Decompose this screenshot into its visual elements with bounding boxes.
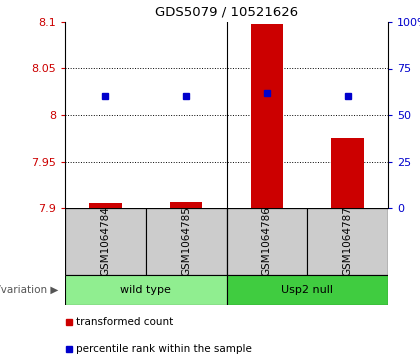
Text: percentile rank within the sample: percentile rank within the sample xyxy=(76,343,252,354)
Text: GSM1064787: GSM1064787 xyxy=(343,207,353,277)
Text: GSM1064784: GSM1064784 xyxy=(100,207,110,277)
Bar xyxy=(65,275,226,305)
Bar xyxy=(331,138,364,208)
Bar xyxy=(170,203,202,208)
Text: GSM1064786: GSM1064786 xyxy=(262,207,272,277)
Bar xyxy=(89,203,121,208)
Text: wild type: wild type xyxy=(120,285,171,295)
Bar xyxy=(251,24,283,208)
Text: Usp2 null: Usp2 null xyxy=(281,285,333,295)
Text: genotype/variation ▶: genotype/variation ▶ xyxy=(0,285,58,295)
Bar xyxy=(226,208,307,275)
Bar xyxy=(307,208,388,275)
Bar xyxy=(65,208,146,275)
Text: transformed count: transformed count xyxy=(76,317,173,327)
Text: GSM1064785: GSM1064785 xyxy=(181,207,191,277)
Title: GDS5079 / 10521626: GDS5079 / 10521626 xyxy=(155,5,298,18)
Bar xyxy=(226,275,388,305)
Bar xyxy=(146,208,226,275)
